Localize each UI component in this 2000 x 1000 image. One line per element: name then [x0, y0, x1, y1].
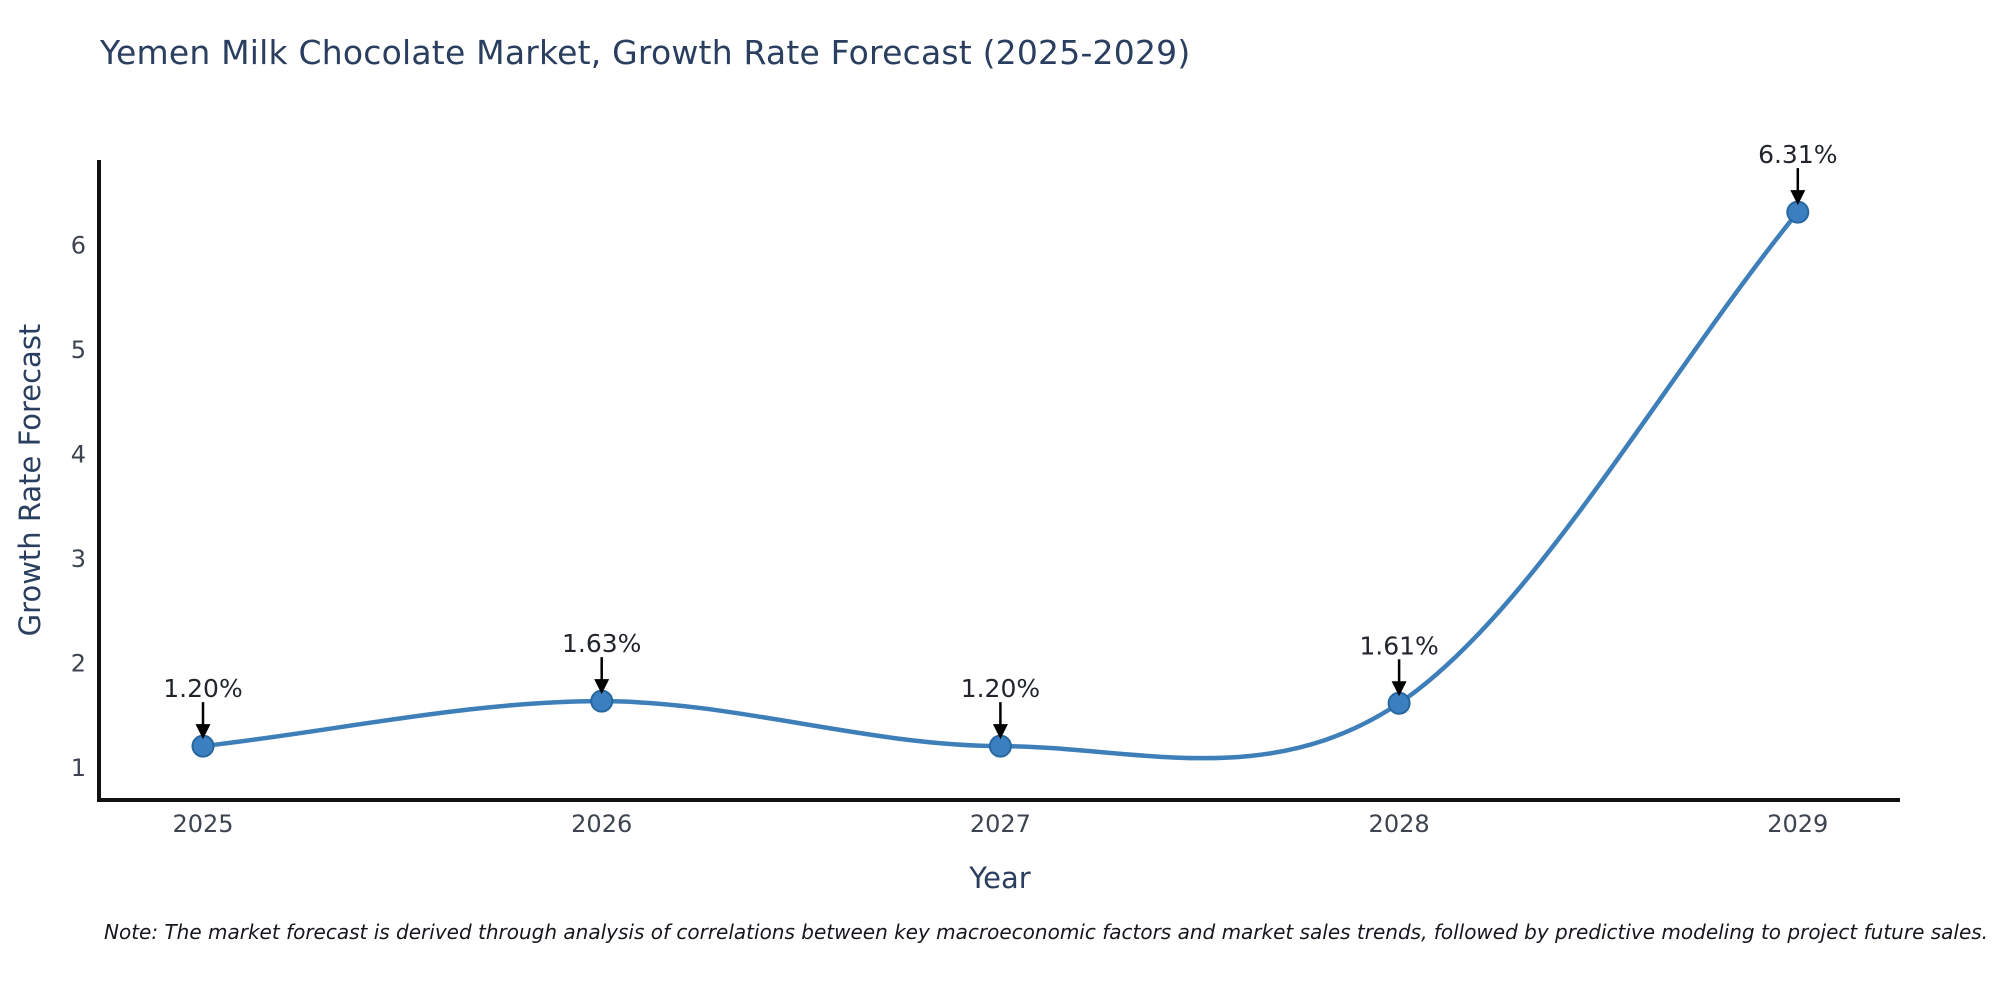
annotation-label: 1.20% — [163, 674, 242, 703]
y-tick-label: 5 — [71, 336, 86, 364]
y-tick-label: 4 — [71, 441, 86, 469]
chart-title: Yemen Milk Chocolate Market, Growth Rate… — [100, 33, 1191, 72]
annotation-label: 6.31% — [1758, 140, 1837, 169]
annotation-arrowhead — [1790, 190, 1806, 206]
annotation-label: 1.61% — [1359, 631, 1438, 660]
x-tick-label: 2025 — [172, 810, 233, 838]
y-tick-label: 6 — [71, 232, 86, 260]
annotation-arrowhead — [594, 679, 610, 695]
x-tick-label: 2028 — [1369, 810, 1430, 838]
x-axis-title: Year — [969, 861, 1031, 895]
annotation-arrowhead — [195, 724, 211, 740]
y-tick-label: 3 — [71, 545, 86, 573]
y-axis-title: Growth Rate Forecast — [13, 323, 47, 637]
annotation-arrowhead — [992, 724, 1008, 740]
annotation-label: 1.20% — [961, 674, 1040, 703]
footnote: Note: The market forecast is derived thr… — [104, 920, 1989, 944]
x-tick-label: 2026 — [571, 810, 632, 838]
trend-line — [200, 209, 1801, 761]
annotation-label: 1.63% — [562, 629, 641, 658]
y-tick-label: 1 — [71, 754, 86, 782]
y-tick-label: 2 — [71, 650, 86, 678]
x-tick-label: 2027 — [970, 810, 1031, 838]
x-tick-label: 2029 — [1767, 810, 1828, 838]
annotation-arrowhead — [1391, 681, 1407, 697]
